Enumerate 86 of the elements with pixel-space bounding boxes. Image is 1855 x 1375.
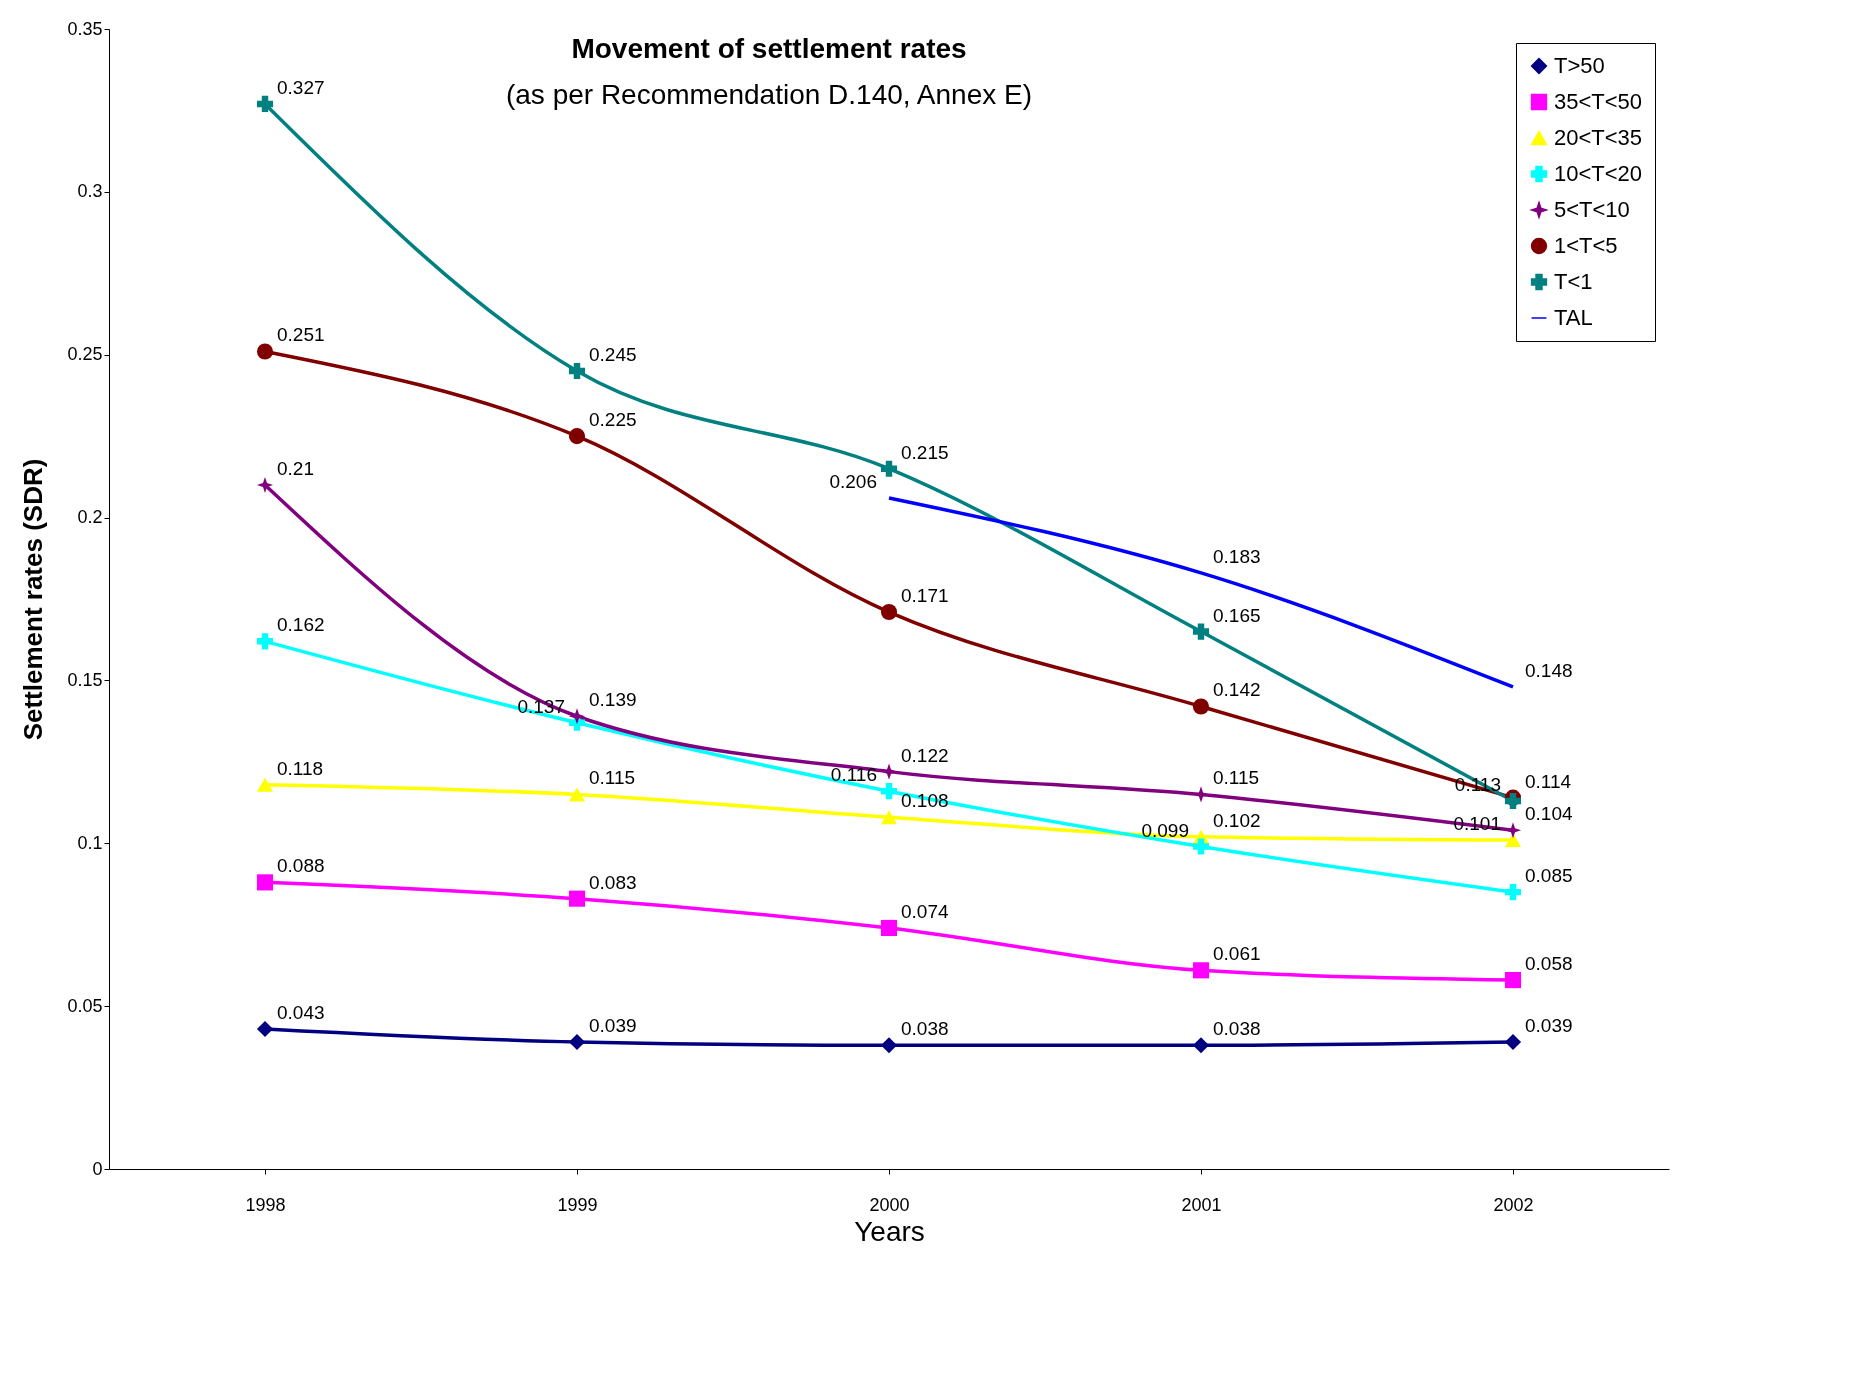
point xyxy=(880,783,898,800)
x-axis-title: Years xyxy=(854,1215,925,1247)
x-tick-label: 2002 xyxy=(1493,1194,1534,1215)
data-label: 0.245 xyxy=(589,344,637,365)
point xyxy=(1504,833,1522,848)
data-label: 0.038 xyxy=(901,1018,949,1040)
point xyxy=(568,890,586,907)
y-tick-label: 0.35 xyxy=(67,18,103,39)
point xyxy=(1504,1033,1522,1051)
data-label: 0.114 xyxy=(1525,770,1572,792)
point xyxy=(880,919,898,937)
point xyxy=(880,1037,898,1054)
point xyxy=(256,343,274,360)
data-label: 0.085 xyxy=(1525,865,1573,887)
data-label: 0.148 xyxy=(1525,659,1573,681)
legend-label: T<1 xyxy=(1554,269,1593,294)
data-label: 0.104 xyxy=(1525,803,1573,825)
data-label: 0.116 xyxy=(830,764,877,786)
point xyxy=(256,1020,274,1037)
point xyxy=(568,1033,586,1051)
point xyxy=(568,708,586,725)
point xyxy=(256,476,274,494)
text: (as per Recommendation D.140, Annex E) xyxy=(505,79,1033,110)
data-label: 0.139 xyxy=(589,689,637,711)
legend-label: 35<T<50 xyxy=(1554,89,1643,114)
y-tick-label: 0.15 xyxy=(67,669,103,690)
x-tick-label: 2001 xyxy=(1181,1194,1222,1215)
point xyxy=(256,777,274,792)
point xyxy=(1192,623,1210,640)
legend-label: T>50 xyxy=(1554,53,1605,78)
x-tick-label: 2000 xyxy=(869,1194,910,1215)
y-tick-label: 0.25 xyxy=(67,344,103,365)
point xyxy=(568,787,586,802)
data-label: 0.061 xyxy=(1213,943,1261,965)
point xyxy=(256,874,274,891)
data-label: 0.225 xyxy=(589,409,637,431)
data-label: 0.083 xyxy=(589,871,637,893)
data-label: 0.122 xyxy=(901,744,949,766)
legend-label: 10<T<20 xyxy=(1554,161,1643,186)
data-label: 0.21 xyxy=(277,458,314,479)
point xyxy=(1504,972,1522,989)
data-label: 0.074 xyxy=(901,900,949,922)
point xyxy=(1192,838,1210,855)
data-label: 0.058 xyxy=(1525,953,1573,975)
point xyxy=(1192,1037,1210,1054)
y-tick-label: 0.2 xyxy=(77,507,103,528)
data-label: 0.142 xyxy=(1213,679,1261,701)
y-tick-label: 0 xyxy=(92,1158,103,1179)
data-label: 0.118 xyxy=(277,757,324,779)
data-label: 0.039 xyxy=(589,1014,637,1036)
data-label: 0.251 xyxy=(277,324,325,346)
data-label: 0.115 xyxy=(1213,767,1260,789)
point xyxy=(256,95,274,112)
data-label: 0.327 xyxy=(277,76,325,98)
y-tick-label: 0.1 xyxy=(77,832,103,853)
point xyxy=(1504,884,1522,901)
y-axis-title: Settlement rates (SDR) xyxy=(18,458,49,741)
point xyxy=(880,603,898,621)
data-label: 0.038 xyxy=(1213,1018,1261,1040)
data-label: 0.165 xyxy=(1213,604,1261,626)
point xyxy=(1192,698,1210,715)
chart-title: Movement of settlement rates xyxy=(571,33,967,64)
data-label: 0.206 xyxy=(829,471,877,493)
point xyxy=(256,633,274,650)
data-label: 0.088 xyxy=(277,855,325,877)
x-tick-label: 1999 xyxy=(557,1194,598,1215)
point xyxy=(568,362,586,380)
y-tick-label: 0.3 xyxy=(77,181,103,202)
point xyxy=(880,460,898,477)
point xyxy=(568,428,586,445)
data-label: 0.115 xyxy=(589,767,636,789)
data-label: 0.183 xyxy=(1213,545,1261,567)
point xyxy=(1192,962,1210,979)
data-label: 0.039 xyxy=(1525,1014,1573,1036)
y-tick-label: 0.05 xyxy=(67,995,103,1016)
legend-label: 20<T<35 xyxy=(1554,125,1643,150)
legend-label: 1<T<5 xyxy=(1554,233,1618,258)
data-label: 0.162 xyxy=(277,614,325,636)
data-label: 0.043 xyxy=(277,1001,325,1023)
legend-label: TAL xyxy=(1554,305,1593,330)
legend-label: 5<T<10 xyxy=(1554,197,1630,222)
data-label: 0.215 xyxy=(901,441,949,463)
data-label: 0.171 xyxy=(901,585,949,607)
point xyxy=(880,810,898,825)
x-tick-label: 1998 xyxy=(245,1194,286,1215)
data-label: 0.102 xyxy=(1213,809,1261,831)
